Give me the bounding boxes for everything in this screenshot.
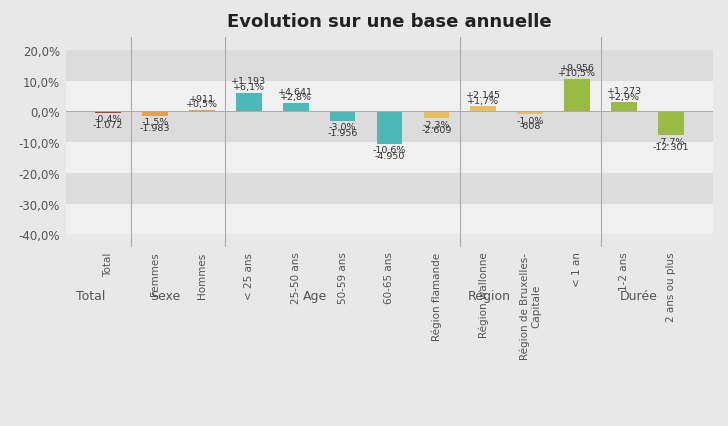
- Text: -2,3%: -2,3%: [423, 121, 450, 130]
- Title: Evolution sur une base annuelle: Evolution sur une base annuelle: [227, 13, 552, 31]
- Bar: [470, 107, 496, 112]
- Text: Région: Région: [467, 290, 510, 302]
- Text: -1,5%: -1,5%: [141, 118, 168, 127]
- Text: +1,7%: +1,7%: [467, 96, 499, 105]
- Bar: [66, 112, 713, 143]
- Text: +10,5%: +10,5%: [558, 69, 596, 78]
- Text: +9.956: +9.956: [560, 64, 595, 73]
- Text: -2.609: -2.609: [422, 126, 451, 135]
- Text: -12.301: -12.301: [653, 143, 689, 152]
- Bar: [282, 104, 309, 112]
- Text: -3,0%: -3,0%: [329, 123, 356, 132]
- Bar: [66, 81, 713, 112]
- Text: Sexe: Sexe: [150, 290, 181, 302]
- Bar: [612, 103, 637, 112]
- Text: +4.641: +4.641: [278, 87, 313, 96]
- Text: +1.273: +1.273: [606, 87, 641, 96]
- Text: +911: +911: [189, 95, 215, 104]
- Text: -1,0%: -1,0%: [517, 117, 544, 126]
- Text: -1.072: -1.072: [92, 120, 123, 129]
- Bar: [236, 93, 261, 112]
- Text: Durée: Durée: [620, 290, 657, 302]
- Text: +2.145: +2.145: [466, 91, 501, 100]
- Bar: [424, 112, 449, 119]
- Text: +6,1%: +6,1%: [233, 83, 265, 92]
- Text: +0,5%: +0,5%: [186, 100, 218, 109]
- Bar: [564, 80, 590, 112]
- Text: +2,9%: +2,9%: [608, 92, 640, 101]
- Text: -1.983: -1.983: [140, 124, 170, 132]
- Bar: [66, 51, 713, 81]
- Bar: [658, 112, 684, 135]
- Text: -10,6%: -10,6%: [373, 146, 406, 155]
- Text: -4.950: -4.950: [374, 152, 405, 161]
- Text: -608: -608: [520, 122, 541, 131]
- Bar: [95, 112, 121, 113]
- Bar: [66, 204, 713, 235]
- Text: +1.193: +1.193: [231, 77, 266, 86]
- Bar: [66, 173, 713, 204]
- Text: Total: Total: [76, 290, 105, 302]
- Text: Age: Age: [303, 290, 327, 302]
- Bar: [142, 112, 167, 117]
- Bar: [376, 112, 403, 144]
- Bar: [66, 143, 713, 173]
- Bar: [189, 110, 215, 112]
- Text: -1.956: -1.956: [328, 128, 357, 137]
- Text: -0,4%: -0,4%: [94, 115, 122, 124]
- Text: -7,7%: -7,7%: [657, 137, 685, 146]
- Bar: [330, 112, 355, 121]
- Bar: [518, 112, 543, 115]
- Text: +2,8%: +2,8%: [280, 93, 312, 102]
